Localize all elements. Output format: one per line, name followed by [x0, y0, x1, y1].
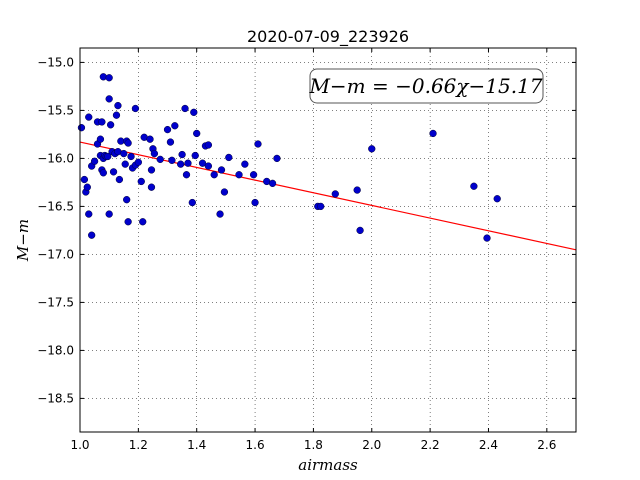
data-point: [124, 218, 132, 226]
data-point: [96, 135, 105, 143]
data-point: [106, 121, 115, 129]
data-point: [210, 171, 218, 179]
plot-area-frame: [79, 47, 577, 433]
data-point: [249, 171, 258, 179]
data-point: [121, 160, 129, 168]
data-point: [85, 210, 93, 218]
data-point: [331, 190, 339, 198]
data-point: [204, 162, 213, 170]
data-point: [356, 226, 364, 235]
data-point: [353, 186, 361, 194]
data-point: [166, 138, 175, 146]
data-point: [120, 149, 128, 158]
data-point: [216, 210, 224, 218]
y-tick-label: −16.0: [37, 151, 74, 165]
x-tick-label: 1.2: [129, 438, 148, 452]
data-point: [109, 168, 118, 176]
data-point: [105, 210, 113, 218]
x-tick-label: 2.0: [362, 438, 381, 452]
x-axis-label: airmass: [298, 456, 358, 474]
data-point: [470, 182, 478, 190]
data-point: [114, 101, 122, 110]
data-point: [429, 129, 437, 138]
data-point: [105, 95, 113, 103]
data-point: [99, 169, 107, 177]
data-point: [368, 145, 376, 153]
data-point: [124, 139, 132, 147]
y-axis-label: M−m: [14, 219, 32, 262]
y-tick-label: −17.0: [37, 247, 74, 261]
data-point: [123, 196, 131, 204]
data-point: [317, 202, 325, 211]
fit-annotation-box: [309, 68, 544, 104]
y-tick-label: −16.5: [37, 199, 74, 213]
x-tick-label: 2.2: [421, 438, 440, 452]
data-point: [77, 124, 86, 132]
data-point: [268, 179, 277, 188]
data-point: [98, 118, 106, 126]
data-point: [177, 160, 185, 168]
data-point: [90, 157, 99, 165]
y-tick-label: −15.5: [37, 103, 74, 117]
x-tick-label: 1.4: [187, 438, 206, 452]
data-point: [198, 159, 207, 167]
data-point: [191, 151, 199, 160]
axis-ticks: 1.0 1.2 1.4 1.6 1.8 2.0 2.2 2.4 2.6 −15.0 −15.5 −16…: [37, 48, 576, 452]
data-point: [139, 218, 147, 226]
data-point: [254, 140, 262, 148]
data-point: [235, 171, 243, 179]
chart-title: 2020-07-09_223926: [247, 27, 409, 47]
data-point: [273, 154, 281, 163]
data-point: [80, 175, 89, 184]
data-point: [181, 104, 189, 113]
data-point: [193, 129, 201, 138]
y-tick-label: −17.5: [37, 295, 74, 309]
fit-annotation-text: M−m = −0.66χ−15.17: [308, 74, 542, 98]
x-tick-label: 1.6: [246, 438, 265, 452]
y-tick-label: −18.0: [37, 343, 74, 357]
y-tick-label: −15.0: [37, 55, 74, 69]
x-tick-label: 2.6: [537, 438, 556, 452]
data-point: [251, 198, 259, 207]
data-point: [131, 104, 140, 113]
data-point: [137, 177, 145, 186]
data-point: [146, 135, 154, 143]
data-point: [190, 108, 198, 116]
data-point: [147, 183, 156, 191]
data-point: [115, 175, 124, 184]
data-point: [184, 159, 192, 167]
x-tick-label: 1.8: [304, 438, 323, 452]
data-point: [204, 141, 213, 149]
data-point: [134, 158, 143, 166]
data-point: [220, 188, 229, 196]
data-point: [188, 198, 196, 207]
data-point: [147, 166, 156, 174]
data-point: [241, 160, 249, 168]
x-tick-label: 2.4: [479, 438, 498, 452]
data-point: [493, 195, 501, 203]
data-point: [171, 122, 179, 130]
data-point: [112, 111, 121, 119]
data-point: [163, 125, 172, 134]
data-point: [182, 171, 191, 179]
data-point: [150, 149, 159, 158]
y-tick-label: −18.5: [37, 391, 74, 405]
data-point: [104, 152, 112, 161]
data-point: [225, 153, 233, 162]
data-points: [77, 73, 501, 242]
data-point: [127, 152, 135, 161]
data-point: [85, 113, 93, 121]
data-point: [156, 155, 164, 164]
data-point: [168, 156, 176, 164]
data-point: [217, 166, 226, 174]
data-point: [178, 150, 186, 159]
data-point: [88, 231, 96, 239]
data-point: [483, 234, 491, 242]
x-tick-label: 1.0: [70, 438, 89, 452]
data-point: [105, 74, 113, 82]
data-point: [83, 183, 91, 191]
